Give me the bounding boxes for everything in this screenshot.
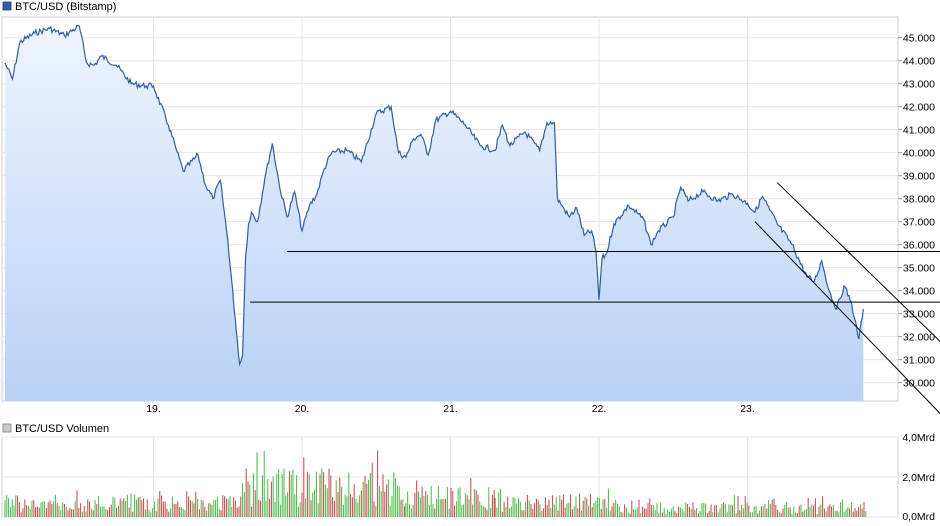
date-tick-label: 21. xyxy=(443,403,458,415)
price-y-axis: 30.000 31.000 32.000 33.000 34.000 35.000 36.0… xyxy=(898,33,935,390)
price-tick-label: 35.000 xyxy=(903,263,935,275)
volume-legend-swatch xyxy=(2,423,12,433)
price-area-group xyxy=(4,24,864,401)
price-tick-label: 36.000 xyxy=(903,240,935,252)
date-tick-label: 23. xyxy=(740,403,755,415)
date-tick-label: 19. xyxy=(146,403,161,415)
price-line xyxy=(4,24,864,367)
volume-y-axis: 0,0Mrd 2,0Mrd 4,0Mrd xyxy=(902,432,935,523)
price-tick-label: 45.000 xyxy=(903,33,935,45)
date-tick-label: 22. xyxy=(592,403,607,415)
price-tick-label: 41.000 xyxy=(903,125,935,137)
price-tick-label: 37.000 xyxy=(903,217,935,229)
price-panel-title: BTC/USD (Bitstamp) xyxy=(15,1,116,13)
volume-tick-label: 2,0Mrd xyxy=(902,472,935,484)
volume-panel-title: BTC/USD Volumen xyxy=(15,423,109,435)
price-tick-label: 38.000 xyxy=(903,194,935,206)
volume-bars xyxy=(4,450,867,517)
price-tick-label: 31.000 xyxy=(903,355,935,367)
date-tick-label: 20. xyxy=(295,403,310,415)
price-tick-label: 39.000 xyxy=(903,171,935,183)
price-tick-label: 33.000 xyxy=(903,309,935,321)
trend-lines xyxy=(250,182,940,415)
trend-line xyxy=(754,221,940,415)
price-panel-header: BTC/USD (Bitstamp) xyxy=(2,1,116,13)
volume-tick-label: 0,0Mrd xyxy=(902,511,935,523)
price-tick-label: 32.000 xyxy=(903,332,935,344)
volume-tick-label: 4,0Mrd xyxy=(902,432,935,444)
price-tick-label: 30.000 xyxy=(903,378,935,390)
price-area-fill xyxy=(5,25,864,401)
price-legend-swatch xyxy=(2,1,12,11)
trend-line xyxy=(776,182,940,342)
price-x-axis: 19. 20. 21. 22. 23. xyxy=(146,403,755,415)
price-tick-label: 43.000 xyxy=(903,79,935,91)
price-tick-label: 34.000 xyxy=(903,286,935,298)
price-tick-label: 42.000 xyxy=(903,102,935,114)
price-tick-label: 44.000 xyxy=(903,56,935,68)
volume-panel-header: BTC/USD Volumen xyxy=(2,423,109,435)
price-tick-label: 40.000 xyxy=(903,148,935,160)
